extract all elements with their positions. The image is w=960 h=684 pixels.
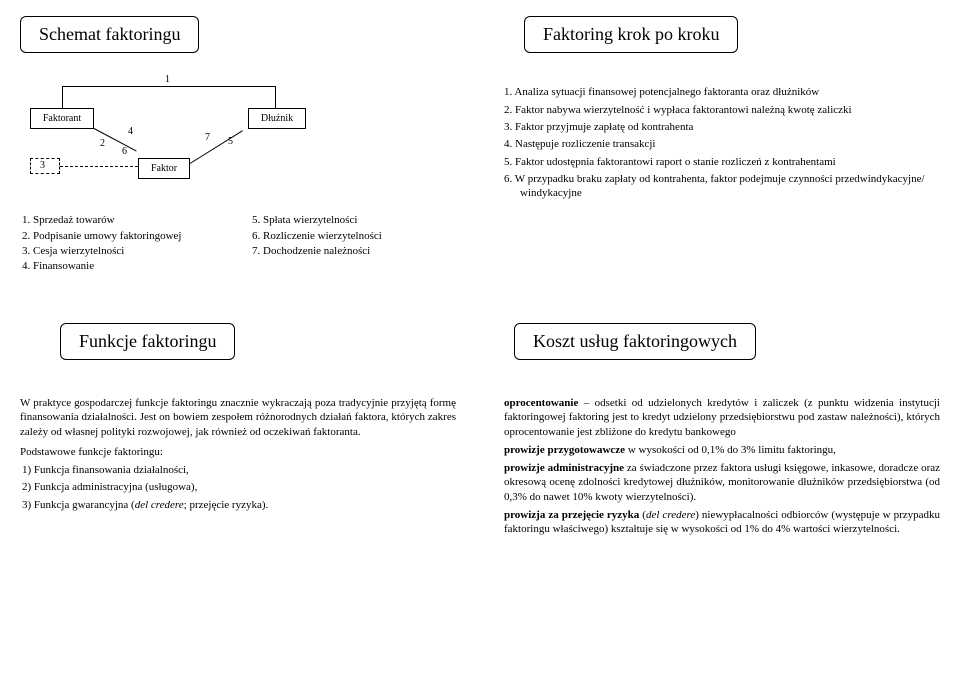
cost-line: prowizje przygotowawcze w wysokości od 0… (504, 443, 940, 457)
dn5: 5 (228, 135, 233, 148)
panel-koszt: Koszt usług faktoringowych oprocentowani… (504, 323, 940, 541)
list-item: 3) Funkcja gwarancyjna (del credere; prz… (22, 498, 456, 512)
left-steps: 1. Sprzedaż towarów 2. Podpisanie umowy … (20, 213, 226, 274)
funkcje-sub: 1) Funkcja finansowania działalności, 2)… (20, 463, 456, 512)
dn1: 1 (165, 73, 170, 86)
koszt-lines: oprocentowanie – odsetki od udzielonych … (504, 396, 940, 537)
step: 2. Podpisanie umowy faktoringowej (22, 229, 226, 243)
title-krok: Faktoring krok po kroku (524, 16, 738, 53)
cost-line: oprocentowanie – odsetki od udzielonych … (504, 396, 940, 439)
step: 5. Spłata wierzytelności (252, 213, 456, 227)
cost-line: prowizje administracyjne za świadczone p… (504, 461, 940, 504)
list-item: 1) Funkcja finansowania działalności, (22, 463, 456, 477)
panel-funkcje: Funkcje faktoringu W praktyce gospodarcz… (20, 323, 456, 541)
list-item: 4. Następuje rozliczenie transakcji (504, 137, 940, 151)
dn4: 4 (128, 125, 133, 138)
list-item: 6. W przypadku braku zapłaty od kontrahe… (504, 172, 940, 201)
dn6: 6 (122, 145, 127, 158)
list-item: 2. Faktor nabywa wierzytelność i wypłaca… (504, 103, 940, 117)
funkcje-p2: Podstawowe funkcje faktoringu: (20, 445, 456, 459)
title-schemat: Schemat faktoringu (20, 16, 199, 53)
panel-krok: Faktoring krok po kroku 1. Analiza sytua… (504, 16, 940, 275)
dn3: 3 (40, 159, 45, 172)
box-faktor: Faktor (138, 158, 190, 179)
box-faktorant: Faktorant (30, 108, 94, 129)
step: 4. Finansowanie (22, 259, 226, 273)
list-item: 2) Funkcja administracyjna (usługowa), (22, 480, 456, 494)
funkcje-p1: W praktyce gospodarczej funkcje faktorin… (20, 396, 456, 439)
panel-schemat: Schemat faktoringu Faktorant Faktor Dłuż… (20, 16, 456, 275)
list-item: 5. Faktor udostępnia faktorantowi raport… (504, 155, 940, 169)
list-item: 3. Faktor przyjmuje zapłatę od kontrahen… (504, 120, 940, 134)
krok-list: 1. Analiza sytuacji finansowej potencjal… (504, 85, 940, 200)
dn7: 7 (205, 131, 210, 144)
dashed-3 (30, 158, 60, 174)
diagram-faktoring: Faktorant Faktor Dłużnik 1 2 4 6 3 5 7 (30, 73, 310, 203)
title-funkcje: Funkcje faktoringu (60, 323, 235, 360)
step: 3. Cesja wierzytelności (22, 244, 226, 258)
dn2: 2 (100, 137, 105, 150)
step: 6. Rozliczenie wierzytelności (252, 229, 456, 243)
list-item: 1. Analiza sytuacji finansowej potencjal… (504, 85, 940, 99)
right-steps: 5. Spłata wierzytelności 6. Rozliczenie … (250, 213, 456, 274)
step: 7. Dochodzenie należności (252, 244, 456, 258)
box-dluznik: Dłużnik (248, 108, 306, 129)
cost-line: prowizja za przejęcie ryzyka (del creder… (504, 508, 940, 537)
step: 1. Sprzedaż towarów (22, 213, 226, 227)
title-koszt: Koszt usług faktoringowych (514, 323, 756, 360)
